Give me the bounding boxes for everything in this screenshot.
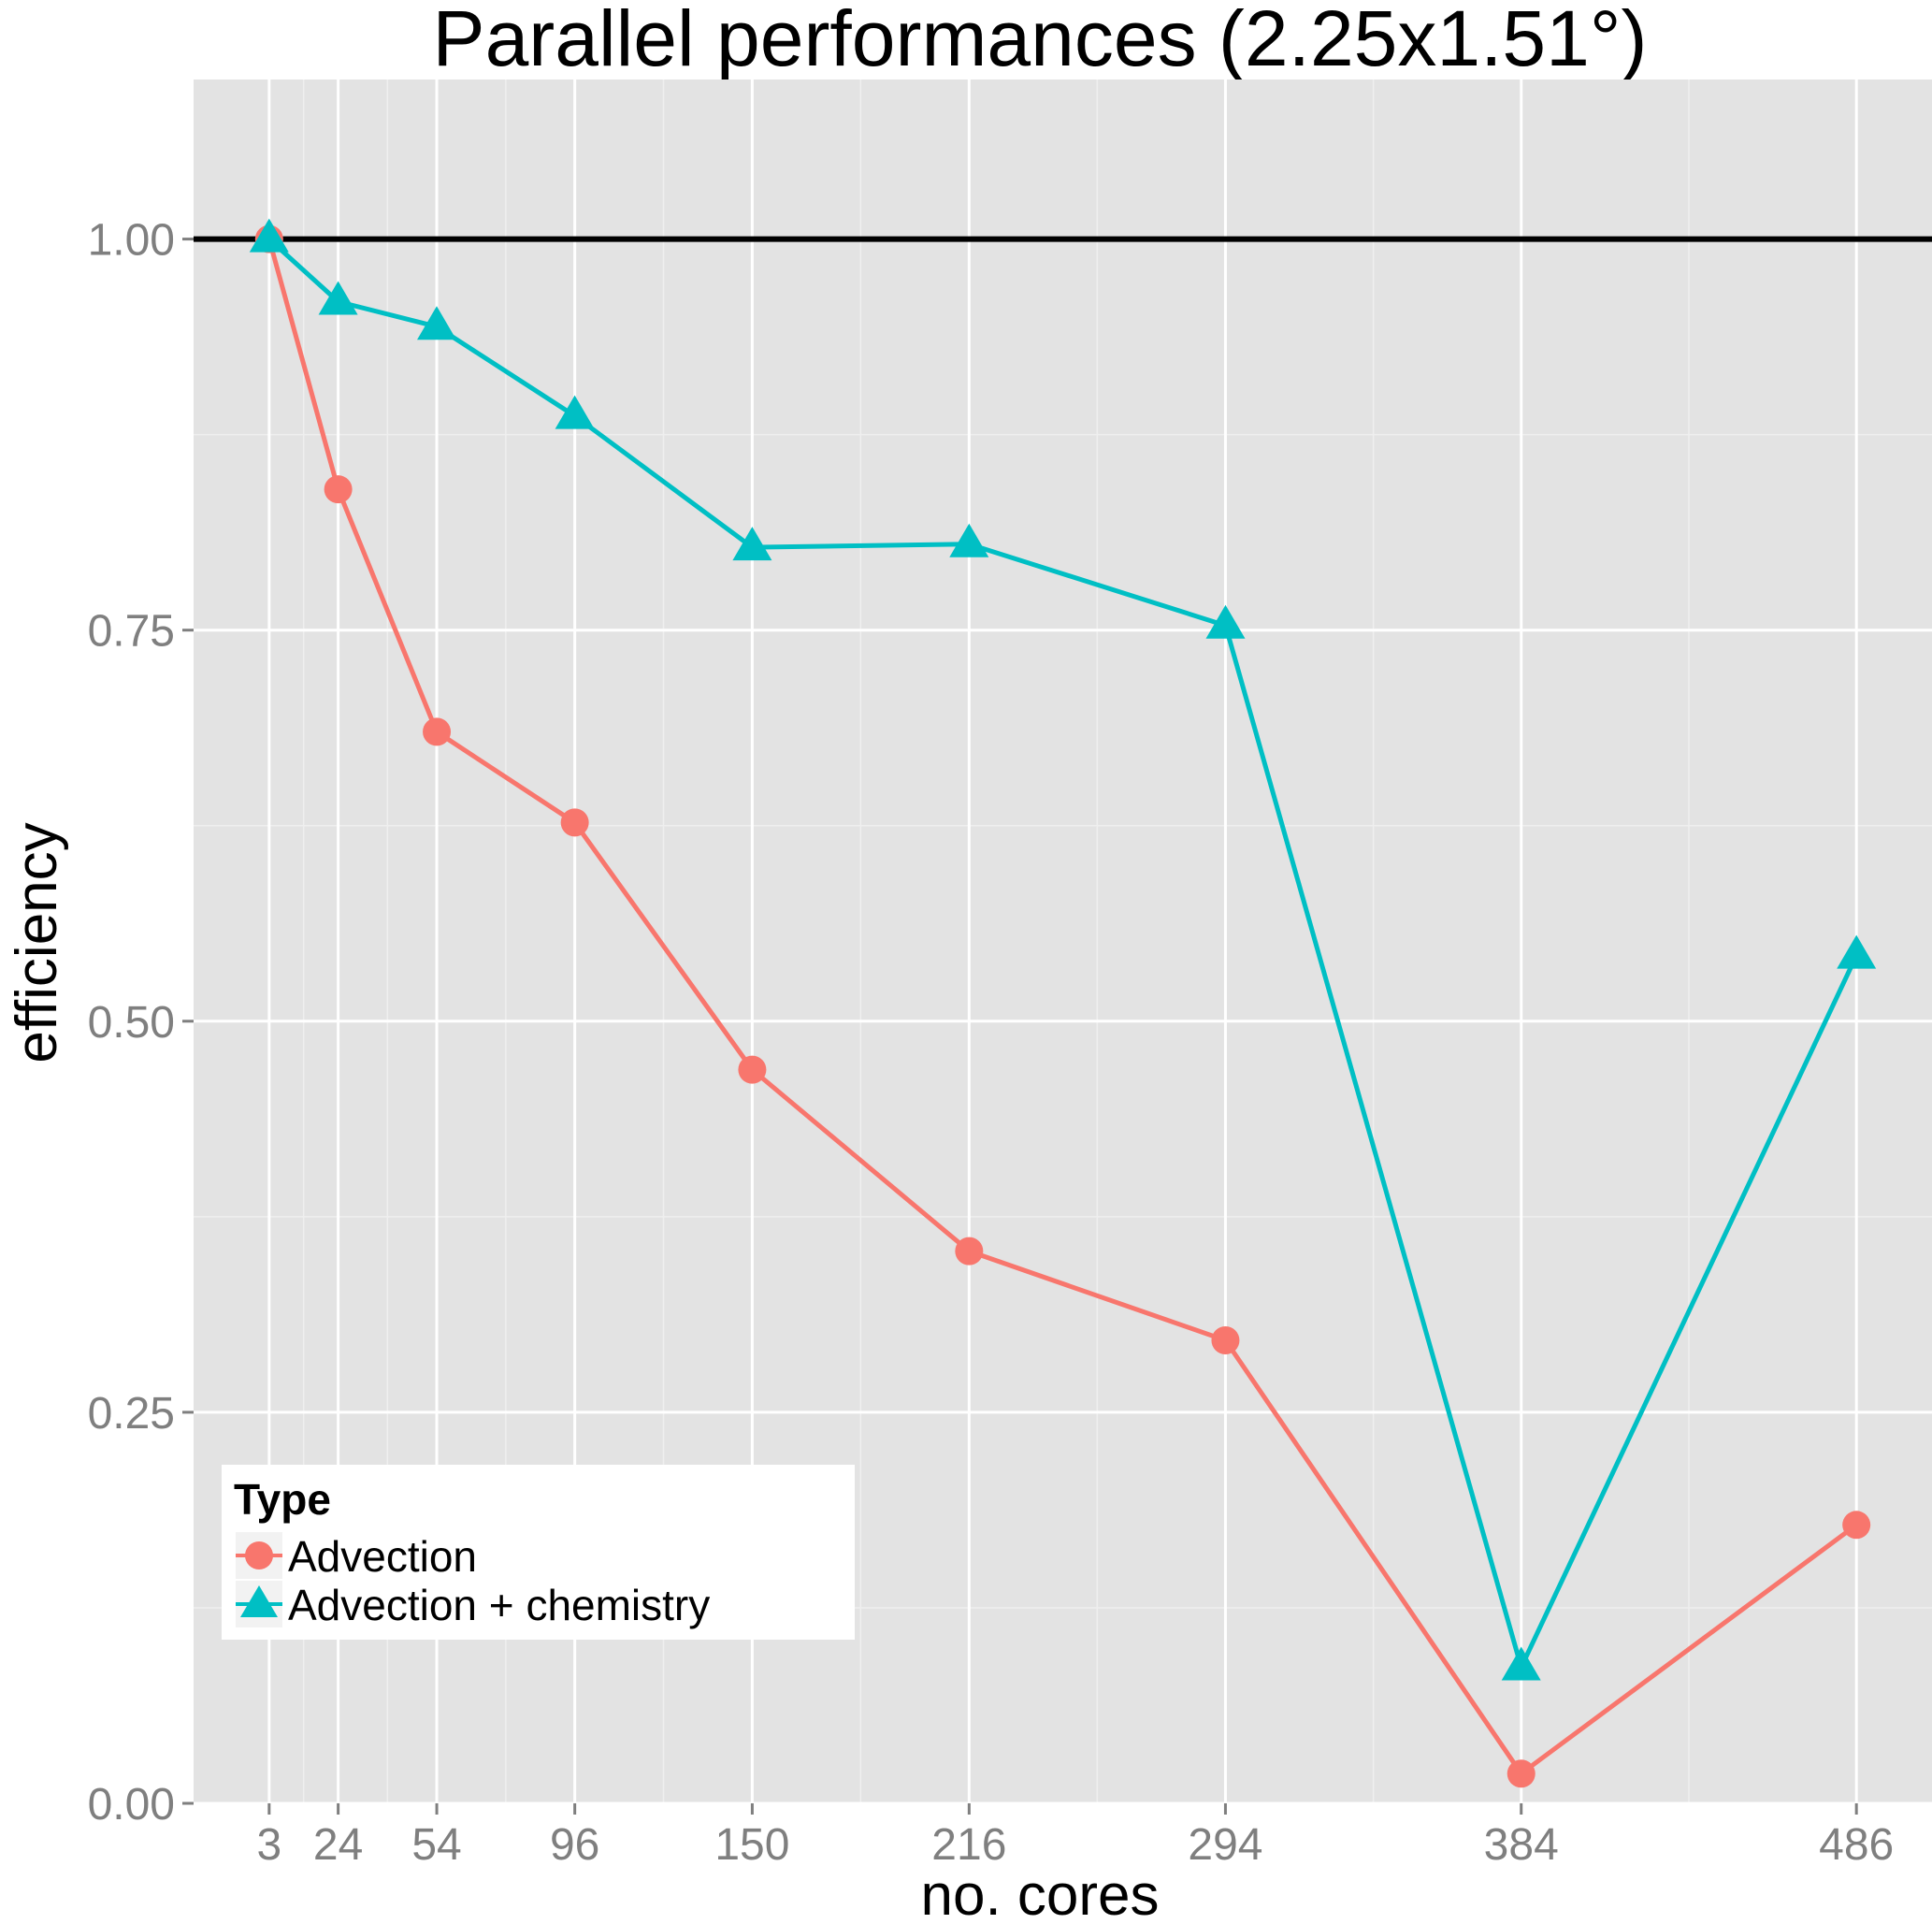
- x-axis: 3 24 54 96 150 216 294 384 486: [256, 1803, 1894, 1870]
- x-axis-title: no. cores: [920, 1863, 1159, 1924]
- legend-label-advection: Advection: [288, 1532, 477, 1581]
- legend-marker-advection-chemistry: [240, 1585, 278, 1617]
- x-tick-label: 24: [313, 1820, 363, 1870]
- data-point-1-1: [318, 281, 358, 315]
- y-tick-label: 0.00: [88, 1780, 175, 1830]
- chart-title: Parallel performances (2.25x1.51°): [433, 0, 1648, 82]
- legend-label-advection-chemistry: Advection + chemistry: [288, 1581, 710, 1629]
- data-point-1-8: [1837, 934, 1877, 969]
- data-point-0-8: [1842, 1511, 1871, 1540]
- data-point-1-4: [732, 527, 772, 561]
- x-tick-label: 294: [1188, 1820, 1262, 1870]
- data-point-0-2: [423, 717, 452, 746]
- data-point-0-6: [1211, 1325, 1240, 1354]
- legend-box: [222, 1465, 855, 1640]
- legend: Type Advection Advection + chemistry: [222, 1465, 855, 1640]
- y-tick-label: 0.25: [88, 1389, 175, 1439]
- data-point-1-7: [1501, 1646, 1541, 1681]
- minor-gridlines: [194, 80, 1932, 1803]
- x-tick-label: 54: [411, 1820, 461, 1870]
- y-axis-title: efficiency: [5, 822, 69, 1063]
- series-layer: [249, 218, 1877, 1788]
- data-point-0-7: [1507, 1759, 1536, 1788]
- y-tick-label: 0.50: [88, 998, 175, 1048]
- legend-marker-advection: [245, 1541, 273, 1570]
- data-point-1-5: [949, 523, 989, 557]
- x-tick-label: 384: [1484, 1820, 1559, 1870]
- y-axis: 0.00 0.25 0.50 0.75 1.00: [88, 216, 194, 1830]
- x-tick-label: 486: [1819, 1820, 1894, 1870]
- data-point-1-3: [555, 395, 595, 429]
- data-point-0-5: [955, 1237, 984, 1266]
- data-point-1-6: [1205, 604, 1246, 639]
- data-point-1-2: [417, 306, 456, 340]
- x-tick-label: 3: [256, 1820, 281, 1870]
- data-point-1-0: [249, 218, 289, 253]
- y-tick-label: 0.75: [88, 607, 175, 657]
- x-tick-label: 150: [714, 1820, 789, 1870]
- x-tick-label: 96: [550, 1820, 599, 1870]
- x-tick-label: 216: [931, 1820, 1006, 1870]
- data-point-0-1: [324, 475, 353, 504]
- data-point-0-4: [738, 1055, 767, 1084]
- y-tick-label: 1.00: [88, 216, 175, 266]
- data-point-0-3: [560, 808, 589, 837]
- legend-title: Type: [234, 1475, 331, 1524]
- series-markers-1: [249, 218, 1877, 1681]
